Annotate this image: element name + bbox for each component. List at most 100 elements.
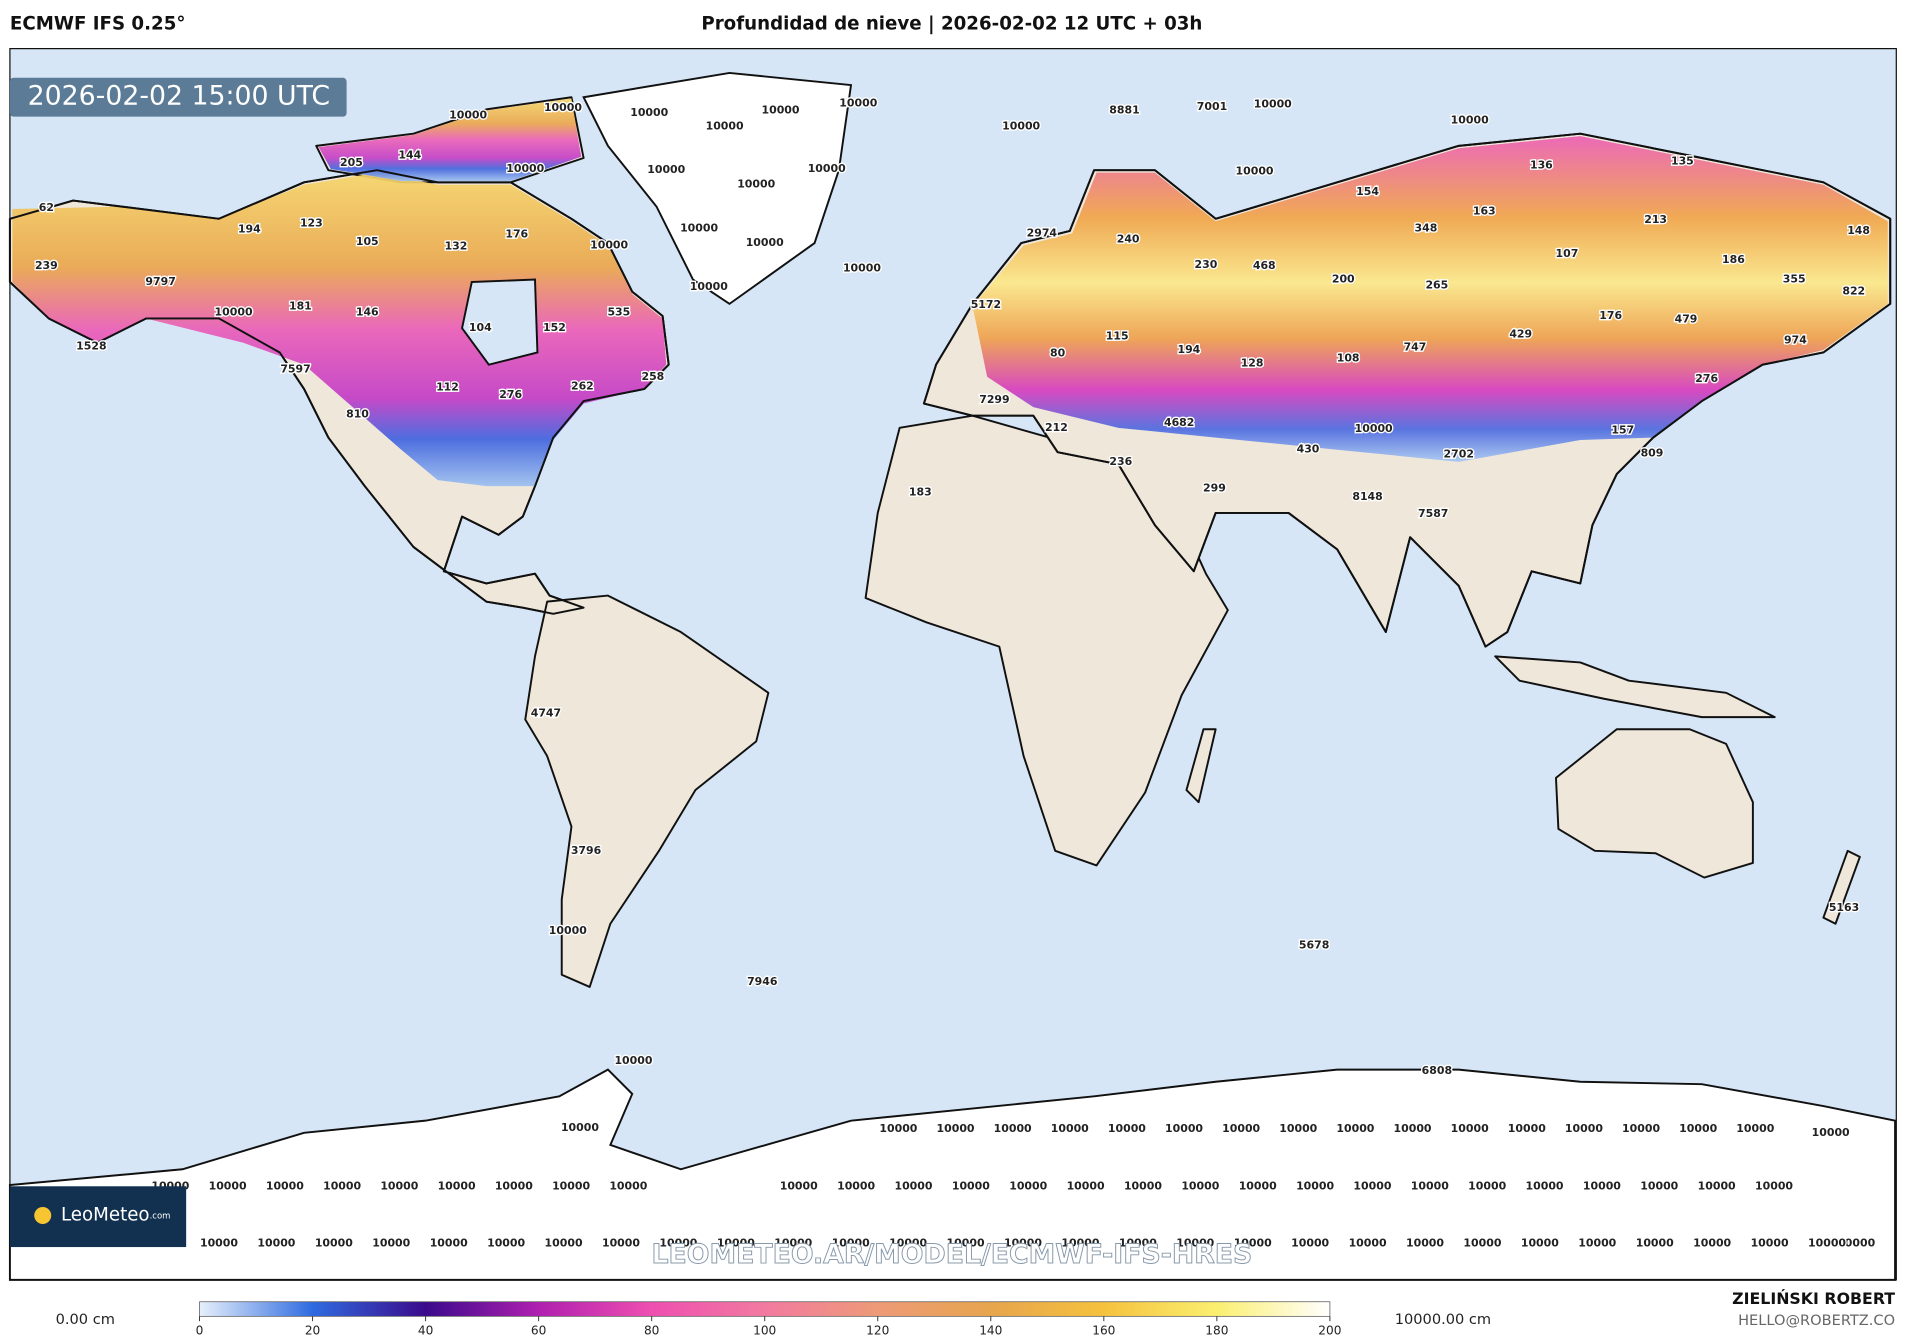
point-label: 10000 (774, 1236, 812, 1249)
point-label: 10000 (1291, 1236, 1329, 1249)
point-label: 80 (1050, 347, 1066, 360)
valid-time-box (9, 77, 347, 117)
point-label: 107 (1556, 247, 1579, 260)
point-label: 535 (607, 305, 630, 318)
point-label: 10000 (1679, 1122, 1717, 1135)
point-label: 10000 (1808, 1236, 1846, 1249)
point-label: 10000 (487, 1236, 525, 1249)
point-label: 148 (1847, 224, 1870, 237)
point-label: 10000 (1583, 1179, 1621, 1192)
point-label: 7299 (979, 393, 1009, 406)
point-label: 10000 (552, 1179, 590, 1192)
model-name: ECMWF IFS 0.25° (10, 13, 186, 34)
antarctica (8, 1068, 1897, 1281)
point-label: 10000 (889, 1236, 927, 1249)
point-label: 10000 (1406, 1236, 1444, 1249)
point-label: 10000 (937, 1122, 975, 1135)
point-label: 10000 (1463, 1236, 1501, 1249)
point-label: 144 (398, 149, 421, 162)
point-label: 974 (1784, 333, 1807, 346)
hudson-bay (461, 278, 539, 366)
colorbar-tick-label: 120 (866, 1323, 889, 1337)
point-label: 123 (300, 217, 323, 230)
point-label: 10000 (1181, 1179, 1219, 1192)
point-label: 810 (346, 407, 369, 420)
point-label: 10000 (1451, 1122, 1489, 1135)
point-label: 10000 (1640, 1179, 1678, 1192)
point-label: 10000 (1336, 1122, 1374, 1135)
point-label: 10000 (1468, 1179, 1506, 1192)
point-label: 104 (469, 321, 492, 334)
snow-arctic-islands (318, 98, 582, 182)
point-label: 10000 (1526, 1179, 1564, 1192)
point-label: 10000 (947, 1236, 985, 1249)
point-label: 239 (35, 259, 58, 272)
madagascar (1185, 728, 1217, 804)
point-label: 132 (445, 240, 468, 253)
point-label: 10000 (780, 1179, 818, 1192)
point-label: 10000 (690, 280, 728, 293)
point-label: 430 (1297, 443, 1320, 456)
colorbar-tick-label: 100 (753, 1323, 776, 1337)
point-label: 194 (238, 223, 261, 236)
point-label: 10000 (1296, 1179, 1334, 1192)
point-label: 10000 (659, 1236, 697, 1249)
point-label: 105 (356, 235, 379, 248)
point-label: 299 (1203, 482, 1226, 495)
point-label: 10000 (1279, 1122, 1317, 1135)
point-label: 10000 (1222, 1122, 1260, 1135)
email: HELLO@ROBERTZ.CO (1738, 1312, 1895, 1329)
map-title: Profundidad de nieve | 2026-02-02 12 UTC… (701, 13, 1202, 34)
point-label: 10000 (839, 96, 877, 109)
colorbar: 0.00 cm 10000.00 cm 0 20 40 60 80 100 120 140 16… (56, 1301, 1491, 1337)
point-label: 163 (1473, 204, 1496, 217)
point-label: 146 (356, 305, 379, 318)
point-label: 265 (1425, 279, 1448, 292)
point-label: 348 (1415, 222, 1438, 235)
point-label: 7587 (1418, 507, 1448, 520)
point-label: 10000 (1119, 1236, 1157, 1249)
eurasia-outline (922, 132, 1892, 648)
point-label: 4747 (531, 706, 561, 719)
point-label: 479 (1675, 313, 1698, 326)
point-label: 747 (1404, 341, 1427, 354)
point-label: 258 (641, 370, 664, 383)
point-label: 183 (909, 485, 932, 498)
point-label: 276 (499, 388, 522, 401)
point-label: 10000 (506, 162, 544, 175)
point-label: 10000 (1698, 1179, 1736, 1192)
point-label: 212 (1045, 421, 1068, 434)
point-label: 10000 (1176, 1236, 1214, 1249)
point-label: 135 (1671, 155, 1694, 168)
point-label: 10000 (1002, 119, 1040, 132)
watermark: LEOMETEO.AR/MODEL/ECMWF-IFS-HRES (651, 1239, 1252, 1270)
point-label: 154 (1356, 185, 1379, 198)
point-label: 194 (1177, 343, 1200, 356)
logo-name: LeoMeteo (61, 1204, 150, 1225)
point-label: 10000 (879, 1122, 917, 1135)
point-label: 10000 (680, 222, 718, 235)
point-label: 9797 (145, 275, 175, 288)
point-label: 10000 (1051, 1122, 1089, 1135)
point-label: 10000 (1067, 1179, 1105, 1192)
point-label: 181 (289, 299, 312, 312)
point-label: 10000 (209, 1179, 247, 1192)
point-label: 10000 (1236, 164, 1274, 177)
point-label: 112 (436, 381, 459, 394)
point-label: 10000 (323, 1179, 361, 1192)
point-label: 2702 (1444, 448, 1474, 461)
point-label: 5163 (1829, 901, 1859, 914)
valid-time: 2026-02-02 15:00 UTC (28, 81, 330, 112)
north-america-outline (8, 169, 670, 615)
point-label: 10000 (614, 1054, 652, 1067)
point-label: 10000 (380, 1179, 418, 1192)
point-label: 176 (1599, 309, 1622, 322)
point-label: 186 (1722, 253, 1745, 266)
point-label: 213 (1644, 213, 1667, 226)
point-label: 10000 (1061, 1236, 1099, 1249)
point-label: 10000 (1693, 1236, 1731, 1249)
point-label: 10000 (1837, 1236, 1875, 1249)
colorbar-tick-label: 0 (196, 1323, 204, 1337)
colorbar-tick-label: 60 (531, 1323, 546, 1337)
